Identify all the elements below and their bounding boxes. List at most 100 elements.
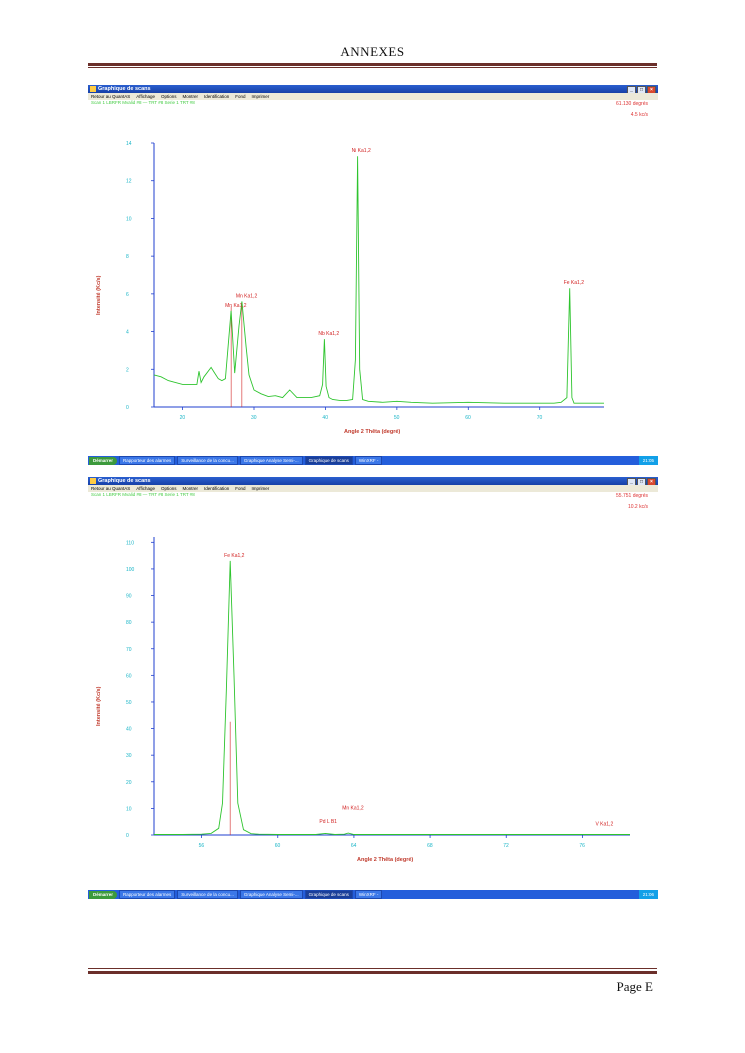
peak-label: V Ka1,2 — [595, 822, 613, 828]
window-controls: _ □ × — [627, 86, 656, 94]
x-axis-title: Angle 2 Thêta (degré) — [357, 857, 413, 863]
footer-rule-thin — [88, 968, 657, 969]
taskbar-item-alarms[interactable]: Rapporteur des alarmes — [119, 456, 176, 465]
title-bar: Graphique de scans _ □ × — [88, 85, 658, 94]
menu-bar: Retour au QuantAS Affichage Options Mont… — [88, 485, 658, 492]
x-tick-label: 60 — [465, 415, 471, 421]
window-controls: _ □ × — [627, 478, 656, 486]
menu-imprimer[interactable]: Imprimer — [251, 94, 270, 99]
menu-fond[interactable]: Fond — [235, 94, 246, 99]
x-tick-label: 30 — [251, 415, 257, 421]
x-tick-label: 60 — [275, 843, 281, 849]
peak-label: Nb Ka1,2 — [318, 331, 339, 337]
peak-label: Mn Ka1,2 — [225, 303, 247, 309]
taskbar-item-scans[interactable]: Graphique de scans — [304, 456, 353, 465]
page-header-title: ANNEXES — [340, 44, 405, 59]
menu-identification[interactable]: Identification — [204, 486, 230, 491]
x-tick-label: 20 — [180, 415, 186, 421]
x-tick-label: 64 — [351, 843, 357, 849]
angle-readout: 55.751 degrés — [616, 493, 648, 499]
peak-label: Fe Ka1,2 — [564, 280, 585, 286]
menu-affichage[interactable]: Affichage — [136, 486, 155, 491]
x-axis-title: Angle 2 Thêta (degré) — [344, 429, 400, 435]
window-title: Graphique de scans — [98, 86, 151, 92]
x-tick-label: 50 — [394, 415, 400, 421]
y-tick-label: 70 — [126, 647, 132, 653]
taskbar-item-surveillance[interactable]: Surveillance de la concu... — [177, 890, 238, 899]
spectrum-line — [153, 156, 604, 404]
system-tray-clock: 21:05 — [638, 456, 658, 465]
y-tick-label: 30 — [126, 753, 132, 759]
taskbar-item-scans[interactable]: Graphique de scans — [304, 890, 353, 899]
y-tick-label: 2 — [126, 367, 129, 373]
peak-label: Ni Ka1,2 — [352, 148, 371, 154]
title-bar: Graphique de scans _ □ × — [88, 477, 658, 486]
scan-chart-svg: 0 10 20 30 40 50 60 70 80 90 100 110 56 60 64 68 72 76 Fe … — [96, 537, 630, 863]
y-tick-label: 14 — [126, 141, 132, 147]
peak-label: Mn Ka1,2 — [342, 806, 364, 812]
taskbar-item-surveillance[interactable]: Surveillance de la concu... — [177, 456, 238, 465]
x-tick-label: 76 — [579, 843, 585, 849]
page-number: Page E — [616, 979, 653, 994]
taskbar-item-analyse[interactable]: Graphique Analyse Semi-... — [239, 890, 303, 899]
y-tick-label: 60 — [126, 673, 132, 679]
y-tick-label: 0 — [126, 833, 129, 839]
menu-options[interactable]: Options — [160, 94, 177, 99]
peak-label: Pd L B1 — [319, 819, 337, 825]
peak-label: Fe Ka1,2 — [224, 553, 245, 559]
y-axis-title: Intensité (Kc/s) — [96, 686, 102, 726]
menu-montrer[interactable]: Montrer — [182, 486, 198, 491]
menu-imprimer[interactable]: Imprimer — [251, 486, 270, 491]
menu-montrer[interactable]: Montrer — [182, 94, 198, 99]
scan-plot[interactable]: 0 10 20 30 40 50 60 70 80 90 100 110 56 60 64 68 72 76 Fe … — [88, 509, 658, 881]
y-tick-label: 10 — [126, 216, 132, 222]
y-tick-label: 12 — [126, 179, 132, 185]
taskbar: Démarrer Rapporteur des alarmes Surveill… — [88, 890, 658, 899]
y-axis-title: Intensité (Kc/s) — [96, 275, 102, 315]
spectrum-line — [154, 560, 630, 835]
footer-rule — [88, 971, 657, 974]
taskbar-item-winxrf[interactable]: WinXRF - — [354, 456, 383, 465]
y-tick-label: 80 — [126, 620, 132, 626]
menu-affichage[interactable]: Affichage — [136, 94, 155, 99]
menu-options[interactable]: Options — [160, 486, 177, 491]
x-tick-label: 70 — [537, 415, 543, 421]
y-tick-label: 4 — [126, 330, 129, 336]
scan-plot[interactable]: 0 2 4 6 8 10 12 14 20 30 40 50 60 70 Mn Ka1,2 Mn Ka1,2 N… — [88, 125, 658, 455]
x-tick-label: 56 — [199, 843, 205, 849]
x-tick-label: 68 — [427, 843, 433, 849]
taskbar-item-winxrf[interactable]: WinXRF - — [354, 890, 383, 899]
y-tick-label: 90 — [126, 594, 132, 600]
x-tick-label: 72 — [503, 843, 509, 849]
header-rule — [88, 63, 657, 66]
y-tick-label: 10 — [126, 806, 132, 812]
y-tick-label: 110 — [126, 540, 134, 546]
taskbar-item-alarms[interactable]: Rapporteur des alarmes — [119, 890, 176, 899]
x-tick-label: 40 — [322, 415, 328, 421]
menu-retour[interactable]: Retour au QuantAS — [91, 486, 131, 491]
window-title: Graphique de scans — [98, 478, 151, 484]
app-icon — [90, 86, 96, 92]
header-rule-thin — [88, 67, 657, 68]
peak-label: Mn Ka1,2 — [236, 293, 258, 299]
y-tick-label: 0 — [126, 405, 129, 411]
rate-readout: 4.5 kc/s — [630, 112, 648, 118]
scan-status: Scan 1 LBRFR Mvalid #8 — TRT #8 Serie 1 … — [91, 492, 195, 497]
y-tick-label: 8 — [126, 254, 129, 260]
scan-window-1: Graphique de scans _ □ × Retour au Quant… — [88, 85, 658, 465]
y-tick-label: 20 — [126, 780, 132, 786]
y-tick-label: 50 — [126, 700, 132, 706]
menu-fond[interactable]: Fond — [235, 486, 246, 491]
rate-readout: 10.2 kc/s — [627, 504, 648, 510]
menu-identification[interactable]: Identification — [204, 94, 230, 99]
start-button[interactable]: Démarrer — [89, 456, 118, 465]
scan-window-2: Graphique de scans _ □ × Retour au Quant… — [88, 477, 658, 899]
menu-bar: Retour au QuantAS Affichage Options Mont… — [88, 93, 658, 100]
y-tick-label: 100 — [126, 567, 135, 573]
y-tick-label: 6 — [126, 292, 129, 298]
taskbar-item-analyse[interactable]: Graphique Analyse Semi-... — [239, 456, 303, 465]
menu-retour[interactable]: Retour au QuantAS — [91, 94, 131, 99]
scan-status: Scan 1 LBRFR Mvalid #8 — TRT #8 Serie 1 … — [91, 100, 195, 105]
taskbar: Démarrer Rapporteur des alarmes Surveill… — [88, 456, 658, 465]
start-button[interactable]: Démarrer — [89, 890, 118, 899]
